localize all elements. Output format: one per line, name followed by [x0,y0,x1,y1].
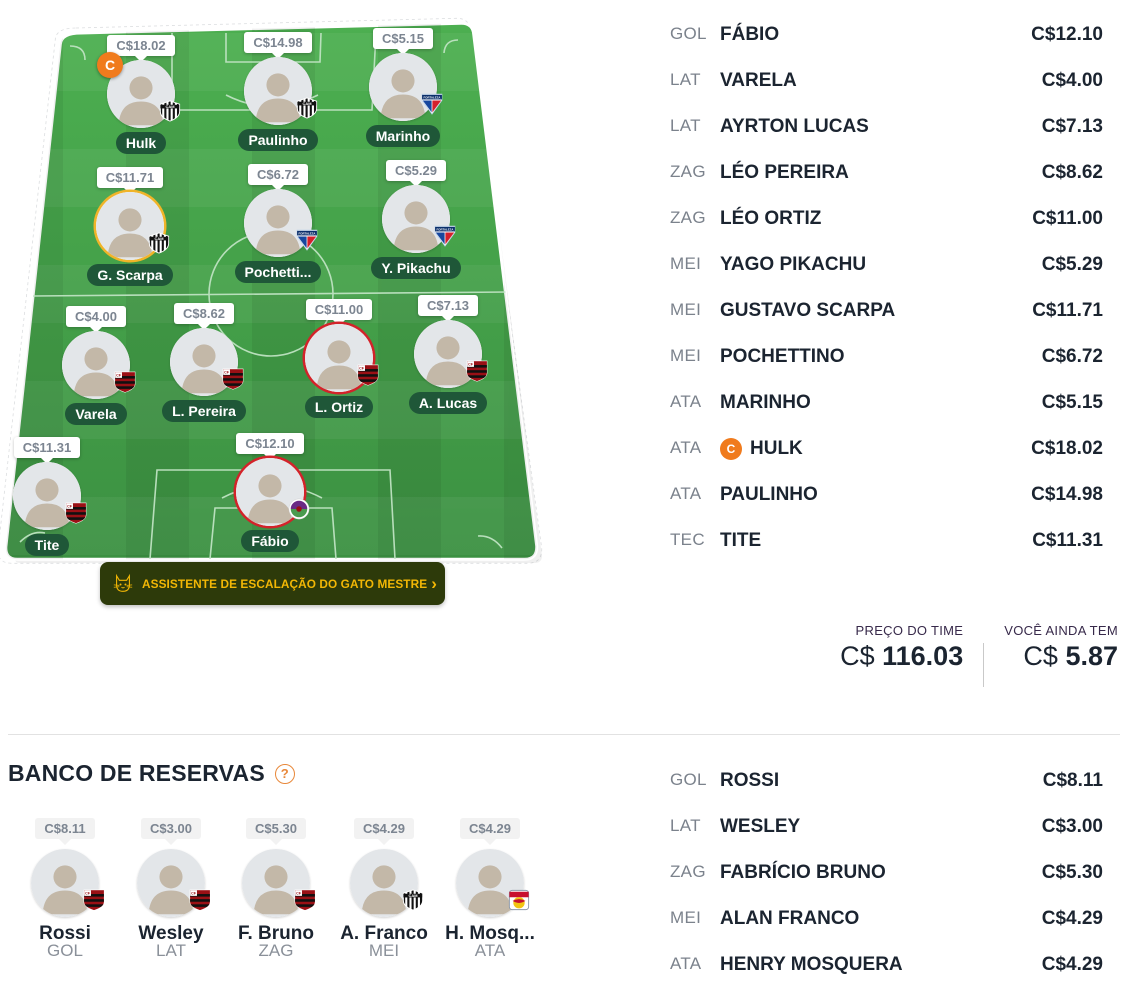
Y. Pikachu: C$5.29 Y. Pikachu [361,160,471,279]
Varela: C$4.00 Varela [41,306,151,425]
Fábio: C$12.10 Fábio [215,433,325,552]
Paulinho: C$14.98 Paulinho [223,32,333,151]
Marinho: C$5.15 Marinho [348,28,458,147]
L. Ortiz: C$11.00 L. Ortiz [284,299,394,418]
A. Lucas: C$7.13 A. Lucas [393,295,503,414]
Hulk: C$18.02 C Hulk [86,35,196,154]
Tite: C$11.31 Tite [0,437,102,556]
G. Scarpa: C$11.71 G. Scarpa [75,167,185,286]
L. Pereira: C$8.62 L. Pereira [149,303,259,422]
Pochetti...: C$6.72 Pochetti... [223,164,333,283]
